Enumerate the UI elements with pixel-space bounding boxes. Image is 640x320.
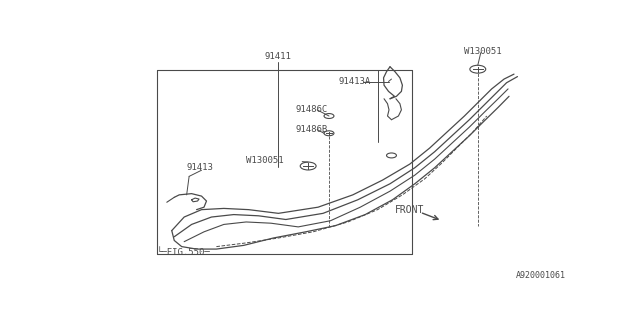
Text: └─FIG.550─: └─FIG.550─ <box>157 248 211 257</box>
Text: 91486B: 91486B <box>296 125 328 134</box>
Text: W130051: W130051 <box>246 156 284 165</box>
Text: 91486C: 91486C <box>296 105 328 114</box>
Text: 91411: 91411 <box>265 52 292 61</box>
Text: 91413A: 91413A <box>339 77 371 86</box>
Text: FRONT: FRONT <box>395 205 424 215</box>
Text: A920001061: A920001061 <box>516 271 566 280</box>
Text: W130051: W130051 <box>465 47 502 56</box>
Text: 91413: 91413 <box>187 163 214 172</box>
